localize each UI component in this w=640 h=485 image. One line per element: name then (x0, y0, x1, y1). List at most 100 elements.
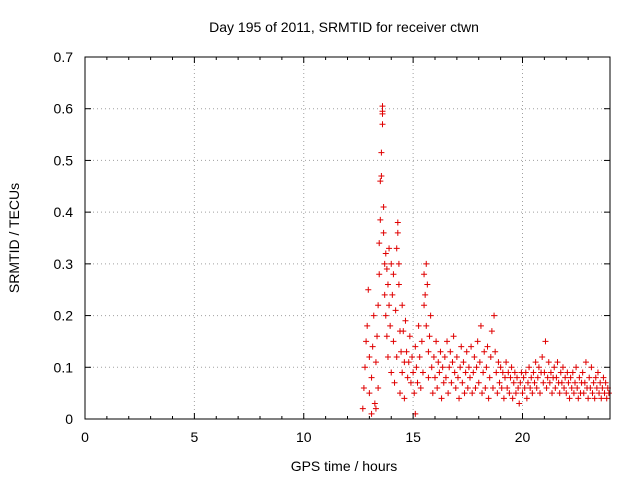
data-point (390, 271, 397, 278)
data-point (558, 379, 565, 386)
data-point (579, 369, 586, 376)
data-point (573, 364, 580, 371)
y-tick-label: 0.3 (54, 256, 74, 272)
data-point (458, 343, 465, 350)
data-point (489, 384, 496, 391)
data-point (474, 338, 481, 345)
data-point (581, 379, 588, 386)
data-point (532, 359, 539, 366)
data-point (444, 338, 451, 345)
data-point (374, 333, 381, 340)
data-point (549, 390, 556, 397)
data-point (425, 374, 432, 381)
x-tick-label: 5 (190, 429, 198, 445)
data-point (599, 384, 606, 391)
data-point (448, 379, 455, 386)
data-point (508, 364, 515, 371)
data-point (543, 384, 550, 391)
data-point (399, 369, 406, 376)
data-point (589, 390, 596, 397)
data-point (569, 369, 576, 376)
data-point (517, 379, 524, 386)
data-point (472, 384, 479, 391)
axis-ticks: 0 0.1 0.2 0.3 0.4 0.5 0.6 0.7 0 5 10 15 20 (54, 49, 610, 445)
data-point (494, 390, 501, 397)
data-point (574, 384, 581, 391)
data-point (395, 260, 402, 267)
data-point (388, 369, 395, 376)
data-point (383, 266, 390, 273)
y-axis-label: SRMTID / TECUs (6, 183, 22, 293)
data-point (390, 338, 397, 345)
data-point (488, 328, 495, 335)
data-point (498, 384, 505, 391)
data-point (551, 364, 558, 371)
data-point (407, 379, 414, 386)
data-point (546, 379, 553, 386)
data-point (378, 149, 385, 156)
data-point (593, 384, 600, 391)
data-point (596, 390, 603, 397)
data-point (545, 359, 552, 366)
data-point (559, 364, 566, 371)
data-point (401, 395, 408, 402)
data-point (469, 390, 476, 397)
data-point (379, 121, 386, 128)
data-point (382, 250, 389, 257)
data-point (398, 348, 405, 355)
y-tick-label: 0.7 (54, 49, 74, 65)
data-point (516, 400, 523, 407)
data-point (415, 322, 422, 329)
data-point (585, 395, 592, 402)
data-point (412, 343, 419, 350)
data-point (598, 395, 605, 402)
data-point (487, 353, 494, 360)
data-point (459, 379, 466, 386)
data-point (481, 348, 488, 355)
data-point (384, 353, 391, 360)
data-point (456, 395, 463, 402)
data-point (542, 338, 549, 345)
data-point (451, 369, 458, 376)
data-point (503, 359, 510, 366)
data-point (467, 374, 473, 381)
data-point (378, 172, 385, 179)
data-point (446, 364, 453, 371)
data-point (370, 312, 377, 319)
data-point (424, 281, 431, 288)
data-point (497, 364, 504, 371)
data-point (369, 343, 376, 350)
data-point (359, 405, 366, 412)
data-point (563, 390, 570, 397)
data-point (379, 103, 386, 110)
data-point (435, 359, 442, 366)
data-point (380, 203, 387, 210)
data-points (359, 103, 612, 417)
data-point (492, 348, 499, 355)
data-point (436, 369, 443, 376)
data-point (393, 245, 400, 252)
data-point (477, 322, 484, 329)
data-point (360, 384, 367, 391)
data-point (381, 260, 388, 267)
data-point (479, 390, 486, 397)
data-point (476, 359, 483, 366)
data-point (437, 348, 444, 355)
data-point (371, 400, 378, 407)
data-point (405, 359, 412, 366)
data-point (528, 374, 535, 381)
data-point (389, 291, 396, 298)
data-point (411, 390, 418, 397)
y-tick-label: 0.6 (54, 101, 74, 117)
data-point (590, 379, 597, 386)
data-point (392, 307, 399, 314)
data-point (510, 379, 517, 386)
data-point (597, 379, 604, 386)
data-point (410, 369, 417, 376)
data-point (447, 348, 454, 355)
data-point (594, 369, 601, 376)
data-point (556, 390, 563, 397)
data-point (454, 374, 461, 381)
data-point (502, 374, 508, 381)
